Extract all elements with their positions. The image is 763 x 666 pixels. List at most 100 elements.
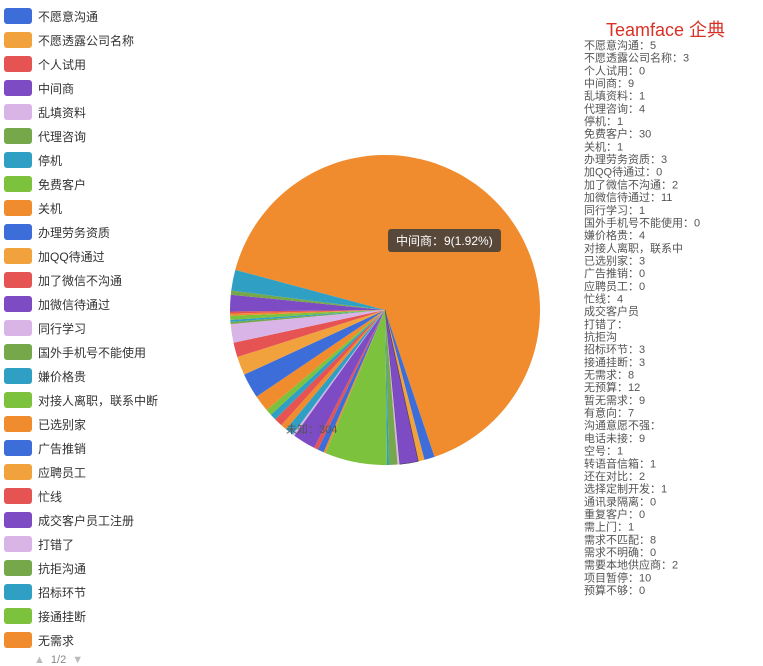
legend-label: 无需求	[38, 632, 74, 649]
slice-label-11: 加QQ待通过：0	[584, 165, 662, 179]
legend-item-5[interactable]: 代理咨询	[4, 124, 189, 148]
slice-label-5: 乱填资料：1	[584, 89, 645, 103]
slice-label-30: 有意向：7	[584, 406, 634, 420]
legend-item-4[interactable]: 乱填资料	[4, 100, 189, 124]
legend-label: 停机	[38, 152, 62, 169]
legend-swatch	[4, 224, 32, 240]
legend-item-15[interactable]: 嫌价格贵	[4, 364, 189, 388]
legend-label: 乱填资料	[38, 104, 86, 121]
legend-item-0[interactable]: 不愿意沟通	[4, 4, 189, 28]
slice-label-18: 已选别家：3	[584, 253, 645, 267]
legend-label: 成交客户员工注册	[38, 512, 134, 529]
slice-label-20: 应聘员工：0	[584, 279, 645, 293]
legend-item-8[interactable]: 关机	[4, 196, 189, 220]
legend-label: 忙线	[38, 488, 62, 505]
big-slice-label: 未知：304	[286, 421, 337, 437]
legend-item-10[interactable]: 加QQ待通过	[4, 244, 189, 268]
slice-label-22: 成交客户员	[584, 304, 639, 318]
legend-swatch	[4, 440, 32, 456]
slice-label-44: 预算不够：0	[584, 583, 645, 597]
legend-label: 加微信待通过	[38, 296, 110, 313]
legend-item-23[interactable]: 抗拒沟通	[4, 556, 189, 580]
legend-label: 个人试用	[38, 56, 86, 73]
slice-label-17: 对接人离职，联系中	[584, 241, 683, 255]
legend-item-14[interactable]: 国外手机号不能使用	[4, 340, 189, 364]
legend-item-3[interactable]: 中间商	[4, 76, 189, 100]
legend-item-26[interactable]: 无需求	[4, 628, 189, 652]
slice-label-12: 加了微信不沟通：2	[584, 177, 678, 191]
slice-label-41: 需求不明确：0	[584, 546, 656, 559]
legend-label: 已选别家	[38, 416, 86, 433]
slice-label-3: 个人试用：0	[584, 64, 645, 77]
legend-swatch	[4, 56, 32, 72]
legend-item-25[interactable]: 接通挂断	[4, 604, 189, 628]
legend-swatch	[4, 320, 32, 336]
legend-label: 对接人离职，联系中断	[38, 392, 158, 409]
legend-label: 代理咨询	[38, 128, 86, 145]
legend-swatch	[4, 248, 32, 264]
legend-item-18[interactable]: 广告推销	[4, 436, 189, 460]
legend-label: 同行学习	[38, 320, 86, 337]
legend-label: 关机	[38, 200, 62, 217]
slice-label-25: 招标环节：3	[584, 342, 645, 356]
legend-item-17[interactable]: 已选别家	[4, 412, 189, 436]
slice-label-24: 抗拒沟	[584, 330, 617, 344]
pie-chart[interactable]: 不愿意沟通：5不愿透露公司名称：3个人试用：0中间商：9乱填资料：1代理咨询：4…	[185, 0, 763, 630]
pager-next-icon[interactable]: ▼	[72, 654, 83, 666]
legend-swatch	[4, 464, 32, 480]
legend-pager[interactable]: ▲1/2▼	[34, 654, 189, 666]
slice-label-10: 办理劳务资质：3	[584, 153, 667, 166]
legend-label: 接通挂断	[38, 608, 86, 625]
legend-item-6[interactable]: 停机	[4, 148, 189, 172]
legend-swatch	[4, 200, 32, 216]
slice-label-6: 代理咨询：4	[584, 101, 645, 115]
legend-swatch	[4, 272, 32, 288]
pager-prev-icon[interactable]: ▲	[34, 654, 45, 666]
slice-label-32: 电话未接：9	[584, 432, 645, 445]
legend-swatch	[4, 584, 32, 600]
legend-swatch	[4, 152, 32, 168]
legend-item-12[interactable]: 加微信待通过	[4, 292, 189, 316]
legend-label: 嫌价格贵	[38, 368, 86, 385]
legend-swatch	[4, 104, 32, 120]
slice-label-37: 通讯录隔离：0	[584, 494, 656, 508]
legend-item-24[interactable]: 招标环节	[4, 580, 189, 604]
legend-swatch	[4, 176, 32, 192]
legend-item-1[interactable]: 不愿透露公司名称	[4, 28, 189, 52]
legend-label: 不愿意沟通	[38, 8, 98, 25]
slice-label-43: 项目暂停：10	[584, 570, 651, 584]
legend-label: 加了微信不沟通	[38, 272, 122, 289]
legend-item-11[interactable]: 加了微信不沟通	[4, 268, 189, 292]
legend-swatch	[4, 560, 32, 576]
slice-label-35: 还在对比：2	[584, 469, 645, 483]
legend-item-16[interactable]: 对接人离职，联系中断	[4, 388, 189, 412]
slice-label-7: 停机：1	[584, 114, 623, 128]
slice-label-36: 选择定制开发：1	[584, 482, 667, 496]
legend-swatch	[4, 368, 32, 384]
slice-label-42: 需要本地供应商：2	[584, 558, 678, 572]
legend-item-7[interactable]: 免费客户	[4, 172, 189, 196]
legend-swatch	[4, 8, 32, 24]
legend-swatch	[4, 296, 32, 312]
slice-label-1: 不愿意沟通：5	[584, 38, 656, 52]
slice-label-28: 无预算：12	[584, 380, 640, 394]
legend-item-21[interactable]: 成交客户员工注册	[4, 508, 189, 532]
legend-item-22[interactable]: 打错了	[4, 532, 189, 556]
legend-label: 加QQ待通过	[38, 248, 105, 265]
legend-swatch	[4, 32, 32, 48]
slice-label-27: 无需求：8	[584, 369, 634, 382]
slice-label-14: 同行学习：1	[584, 203, 645, 217]
slice-label-2: 不愿透露公司名称：3	[584, 51, 689, 65]
legend-swatch	[4, 416, 32, 432]
slice-label-4: 中间商：9	[584, 76, 634, 90]
slice-label-34: 转语音信箱：1	[584, 456, 656, 470]
slice-label-33: 空号：1	[584, 444, 623, 458]
slice-label-40: 需求不匹配：8	[584, 533, 656, 546]
slice-label-39: 需上门：1	[584, 520, 634, 534]
legend-item-13[interactable]: 同行学习	[4, 316, 189, 340]
legend-item-9[interactable]: 办理劳务资质	[4, 220, 189, 244]
legend-item-2[interactable]: 个人试用	[4, 52, 189, 76]
legend-item-19[interactable]: 应聘员工	[4, 460, 189, 484]
legend-item-20[interactable]: 忙线	[4, 484, 189, 508]
legend-label: 办理劳务资质	[38, 224, 110, 241]
